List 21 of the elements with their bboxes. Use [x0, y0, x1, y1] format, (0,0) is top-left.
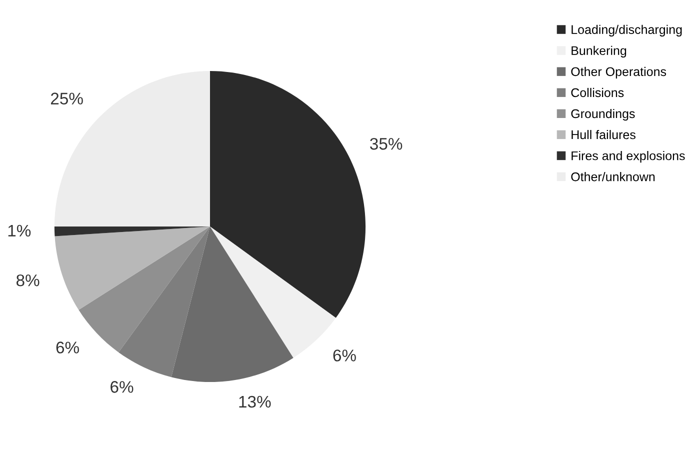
legend-label: Fires and explosions [572, 151, 685, 163]
pie-slice [78, 226, 210, 352]
data-label: 13% [239, 396, 271, 408]
data-label: 35% [370, 138, 402, 150]
data-label: 8% [16, 274, 40, 286]
data-label: 25% [50, 92, 83, 104]
pie-slice [210, 70, 366, 318]
legend-label: Collisions [571, 88, 624, 98]
pie-slice [54, 226, 210, 310]
data-label: 1% [8, 224, 31, 237]
pie-slice [171, 226, 294, 382]
data-label: 6% [333, 350, 356, 362]
data-label: 6% [56, 342, 80, 354]
data-label: 6% [110, 381, 134, 393]
legend-label: Hull failures [572, 130, 636, 140]
legend-label: Bunkering [572, 46, 626, 58]
legend-label: Loading/discharging [572, 24, 682, 36]
pie-slice [118, 226, 210, 378]
legend-label: Other/unknown [571, 172, 655, 182]
legend-label: Other Operations [571, 66, 666, 79]
legend-label: Groundings [571, 108, 635, 121]
